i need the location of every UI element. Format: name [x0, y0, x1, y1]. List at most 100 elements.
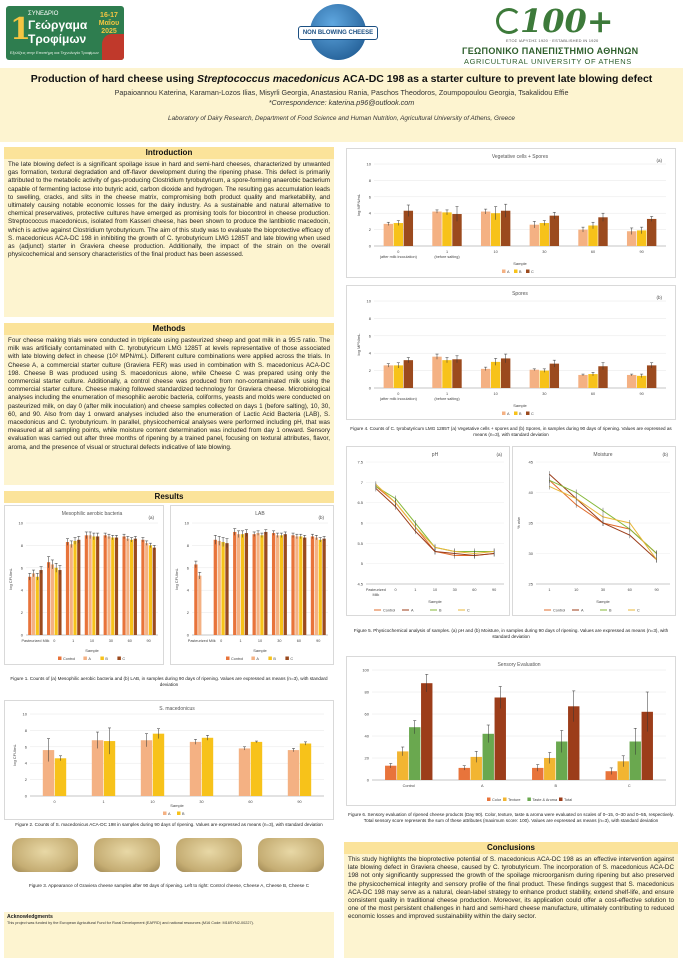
chart-title: pH	[432, 452, 439, 458]
laurel-icon	[496, 8, 522, 34]
bar-c	[133, 538, 137, 635]
bar-total	[641, 711, 653, 780]
x-tick-label: 1	[548, 588, 550, 592]
legend-swatch	[251, 656, 255, 660]
y-tick-label: 30	[529, 551, 534, 556]
bar-c	[283, 534, 287, 635]
bar-texture	[397, 751, 409, 780]
x-axis-label: Sample	[513, 261, 527, 266]
y-tick-label: 100	[362, 668, 369, 673]
y-tick-label: 4	[187, 588, 190, 593]
methods-heading: Methods	[4, 323, 334, 335]
bar-b	[588, 374, 598, 388]
bar-c	[77, 539, 81, 635]
x-tick-label: 10	[494, 392, 498, 396]
bar-c	[598, 366, 608, 388]
bar-control	[122, 536, 126, 635]
legend-swatch	[163, 811, 167, 815]
legend-swatch	[559, 797, 563, 801]
x-tick-label: 60	[128, 639, 132, 643]
centenary-mark: 100+	[520, 2, 614, 40]
legend-label: A	[411, 609, 414, 613]
legend-swatch	[526, 411, 530, 415]
x-tick-label: 60	[591, 392, 595, 396]
y-tick-label: 4	[21, 588, 24, 593]
x-tick-label: (after milk inoculation)	[380, 255, 418, 259]
x-tick-label: (before salting)	[434, 255, 460, 259]
x-tick-label: 90	[146, 639, 150, 643]
legend-label: A	[256, 657, 259, 661]
y-tick-label: 6	[21, 565, 24, 570]
y-tick-label: 4	[25, 761, 28, 766]
legend-label: A	[168, 812, 171, 816]
bar-c	[403, 360, 414, 388]
bar-a	[145, 543, 149, 635]
bar-b	[221, 542, 225, 635]
bar-a	[578, 229, 588, 246]
bar-a	[69, 544, 73, 635]
figure-4-caption: Figure 4. Counts of C. tyrobutyricum LMG…	[350, 426, 672, 437]
affiliation: Laboratory of Dairy Research, Department…	[168, 115, 515, 122]
x-tick-label: 60	[472, 588, 476, 592]
bar-c	[225, 543, 229, 635]
x-tick-label: 0	[53, 800, 55, 804]
legend-label: Taste & Aroma	[532, 798, 558, 802]
legend-swatch	[502, 411, 506, 415]
bar-c	[646, 218, 657, 246]
bar-a	[383, 365, 394, 388]
x-tick-label: 30	[542, 392, 546, 396]
x-tick-label: 1	[72, 639, 74, 643]
x-tick-label: 1	[240, 639, 242, 643]
bar-c	[303, 537, 307, 635]
bar-control	[84, 535, 88, 635]
bar-c	[152, 547, 156, 635]
y-tick-label: 10	[23, 712, 28, 717]
congress-label: ΣΥΝΕΔΡΙΟ	[28, 11, 59, 17]
x-tick-label: Pasteurized Milk	[188, 639, 216, 643]
legend-label: C	[467, 609, 470, 613]
x-axis-label: Sample	[170, 803, 184, 808]
chart-title: LAB	[255, 511, 265, 517]
bar-b	[442, 212, 452, 246]
bar-a	[275, 535, 280, 635]
bar-c	[646, 365, 657, 388]
x-tick-label: 10	[258, 639, 262, 643]
correspondence: *Correspondence: katerina.p96@outlook.co…	[268, 98, 415, 107]
conclusions-text: This study highlights the bioprotective …	[344, 854, 678, 958]
x-tick-label: 30	[542, 250, 546, 254]
legend-label: C	[531, 412, 534, 416]
bar-a	[480, 211, 491, 246]
y-tick-label: 6.5	[357, 500, 363, 505]
bar-b	[299, 536, 303, 635]
legend-label: B	[273, 657, 276, 661]
x-tick-label: B	[554, 784, 557, 788]
legend-swatch	[268, 656, 272, 660]
y-tick-label: 2	[25, 777, 28, 782]
y-tick-label: 5	[361, 561, 364, 566]
y-tick-label: 45	[529, 460, 534, 465]
bar-c	[500, 210, 511, 246]
legend-label: Control	[63, 657, 75, 661]
y-tick-label: 20	[365, 756, 370, 761]
chart-title: Mesophilic aerobic bacteria	[62, 511, 123, 517]
x-tick-label: Milk	[372, 593, 379, 597]
bar-control	[252, 534, 256, 635]
legend-label: Texture	[508, 798, 520, 802]
bar-taste-aroma	[629, 741, 641, 780]
legend-label: C	[531, 270, 534, 274]
bar-a	[126, 538, 130, 635]
bar-b	[588, 225, 598, 246]
y-tick-label: 0	[369, 244, 372, 249]
y-tick-label: 35	[529, 521, 534, 526]
legend-swatch	[83, 656, 87, 660]
legend-label: B	[182, 812, 185, 816]
bar-color	[385, 765, 397, 780]
chart-title: Sensory Evaluation	[497, 662, 540, 668]
figure-2-caption: Figure 2. Counts of S. macedonicus ACA-D…	[15, 822, 323, 827]
x-tick-label: 30	[199, 800, 203, 804]
x-tick-label: 1	[414, 588, 416, 592]
x-tick-label: 0	[53, 639, 55, 643]
x-tick-label: 1	[102, 800, 104, 804]
